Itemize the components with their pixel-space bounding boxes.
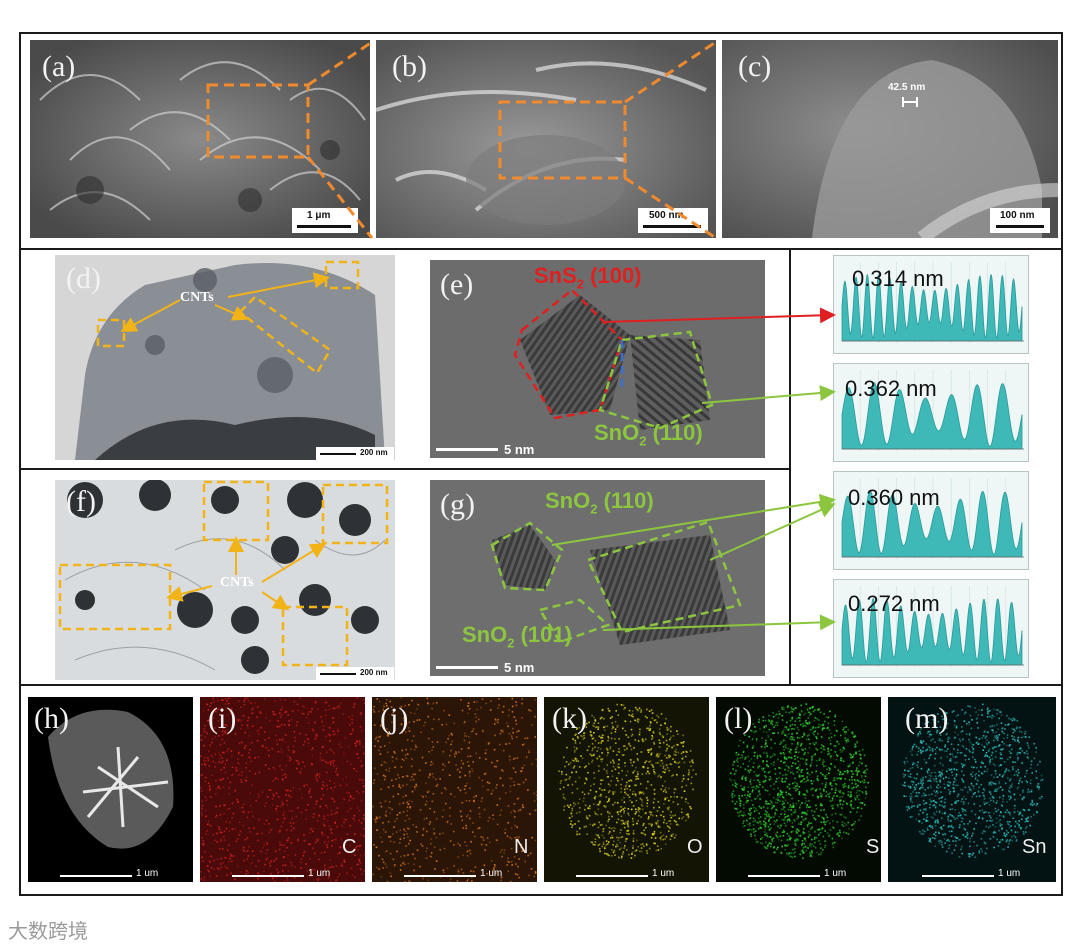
eds-map-signal (902, 703, 1044, 859)
lattice-spacing-1: 0.314 nm (852, 266, 944, 291)
scalebar-l-text: 1 um (824, 868, 847, 879)
scalebar-c-bar (996, 225, 1044, 228)
profile-3 (833, 471, 1029, 570)
scalebar-h-bar (60, 875, 132, 877)
intensity-profile-curve (841, 490, 1023, 558)
scalebar-e-text: 5 nm (504, 442, 535, 457)
eds-map-signal (558, 703, 697, 859)
label-sno2-g-text: SnO (545, 488, 591, 513)
label-sno2-110-e: SnO2 (110) (594, 420, 703, 448)
cnt-label-f: CNTs (220, 575, 254, 590)
scalebar-d-bar (320, 453, 356, 455)
panel-j-map-n (372, 697, 537, 882)
element-c: C (342, 836, 357, 858)
label-sno2-101-g: SnO2 (101) (462, 622, 572, 650)
intensity-profile-curve (841, 273, 1023, 342)
panel-h-haadf (28, 697, 193, 882)
label-a: (a) (42, 50, 76, 83)
scalebar-j-text: 1 um (480, 868, 503, 879)
label-j: (j) (380, 702, 409, 735)
scalebar-a-text: 1 μm (307, 210, 331, 221)
scalebar-f-text: 200 nm (360, 668, 388, 677)
label-c: (c) (738, 50, 772, 83)
label-k: (k) (552, 702, 587, 735)
divider-row3 (19, 684, 1063, 686)
scalebar-g-bar (436, 666, 498, 669)
panel-d-tem (55, 255, 395, 460)
divider-profiles (789, 248, 791, 686)
scalebar-g-text: 5 nm (504, 660, 535, 675)
label-sno2-e-sub: 2 (639, 433, 647, 449)
element-n: N (514, 836, 529, 858)
eds-map-signal (372, 697, 537, 882)
scalebar-j-bar (404, 875, 476, 877)
panel-c-sem (722, 40, 1058, 238)
element-s: S (866, 836, 880, 858)
scalebar-i-text: 1 um (308, 868, 331, 879)
scalebar-a-bar (297, 225, 351, 228)
scalebar-i-bar (232, 875, 304, 877)
label-e: (e) (440, 268, 474, 301)
scalebar-b-text: 500 nm (649, 210, 684, 221)
label-sno2-e-text: SnO (594, 420, 640, 445)
label-b: (b) (392, 50, 427, 83)
scalebar-l-bar (748, 875, 820, 877)
panel-i-map-c (200, 697, 365, 882)
label-f: (f) (66, 485, 96, 518)
scalebar-h-text: 1 um (136, 868, 159, 879)
element-sn: Sn (1022, 836, 1047, 858)
divider-row1 (19, 248, 1063, 250)
label-sno2-101-plane: (101) (514, 622, 572, 647)
lattice-spacing-4: 0.272 nm (848, 591, 940, 616)
scalebar-c (990, 208, 1050, 233)
eds-map-signal (200, 697, 365, 882)
lattice-spacing-2: 0.362 nm (845, 376, 937, 401)
figure-frame (19, 32, 1063, 896)
label-sno2-g-plane: (110) (597, 488, 654, 513)
scalebar-k-bar (576, 875, 648, 877)
scalebar-e-bar (436, 448, 498, 451)
scalebar-k-text: 1 um (652, 868, 675, 879)
label-sno2-101-text: SnO (462, 622, 508, 647)
label-sno2-e-plane: (110) (646, 420, 703, 445)
scalebar-b-bar (643, 225, 701, 228)
label-sns2-sub: 2 (576, 276, 585, 292)
scalebar-m-bar (922, 875, 994, 877)
label-d: (d) (66, 262, 101, 295)
label-g: (g) (440, 488, 475, 521)
label-l: (l) (724, 702, 753, 735)
intensity-profile-curve (841, 382, 1023, 450)
label-sno2-110-g: SnO2 (110) (545, 488, 654, 516)
label-m: (m) (905, 702, 949, 735)
profile-1 (833, 255, 1029, 354)
scalebar-f-bar (320, 673, 356, 675)
profile-2 (833, 363, 1029, 462)
label-i: (i) (208, 702, 237, 735)
panel-l-map-s (716, 697, 881, 882)
scalebar-m-text: 1 um (998, 868, 1021, 879)
label-sns2-text: SnS (534, 263, 577, 288)
panel-m-map-sn (888, 697, 1056, 882)
scalebar-c-text: 100 nm (1000, 210, 1035, 221)
panel-k-map-o (544, 697, 709, 882)
watermark: 大数跨境 (8, 919, 88, 943)
cnt-label-d: CNTs (180, 290, 214, 305)
label-sns2-plane: (100) (584, 263, 642, 288)
measure-c-text: 42.5 nm (888, 82, 926, 93)
lattice-spacing-3: 0.360 nm (848, 485, 940, 510)
eds-map-signal (729, 703, 869, 859)
scalebar-d-text: 200 nm (360, 448, 388, 457)
divider-row2 (19, 468, 791, 470)
label-sno2-101-sub: 2 (507, 635, 515, 651)
element-o: O (687, 836, 703, 858)
intensity-profile-curve (841, 597, 1023, 666)
label-sns2-100: SnS2 (100) (534, 263, 642, 291)
label-h: (h) (34, 702, 69, 735)
